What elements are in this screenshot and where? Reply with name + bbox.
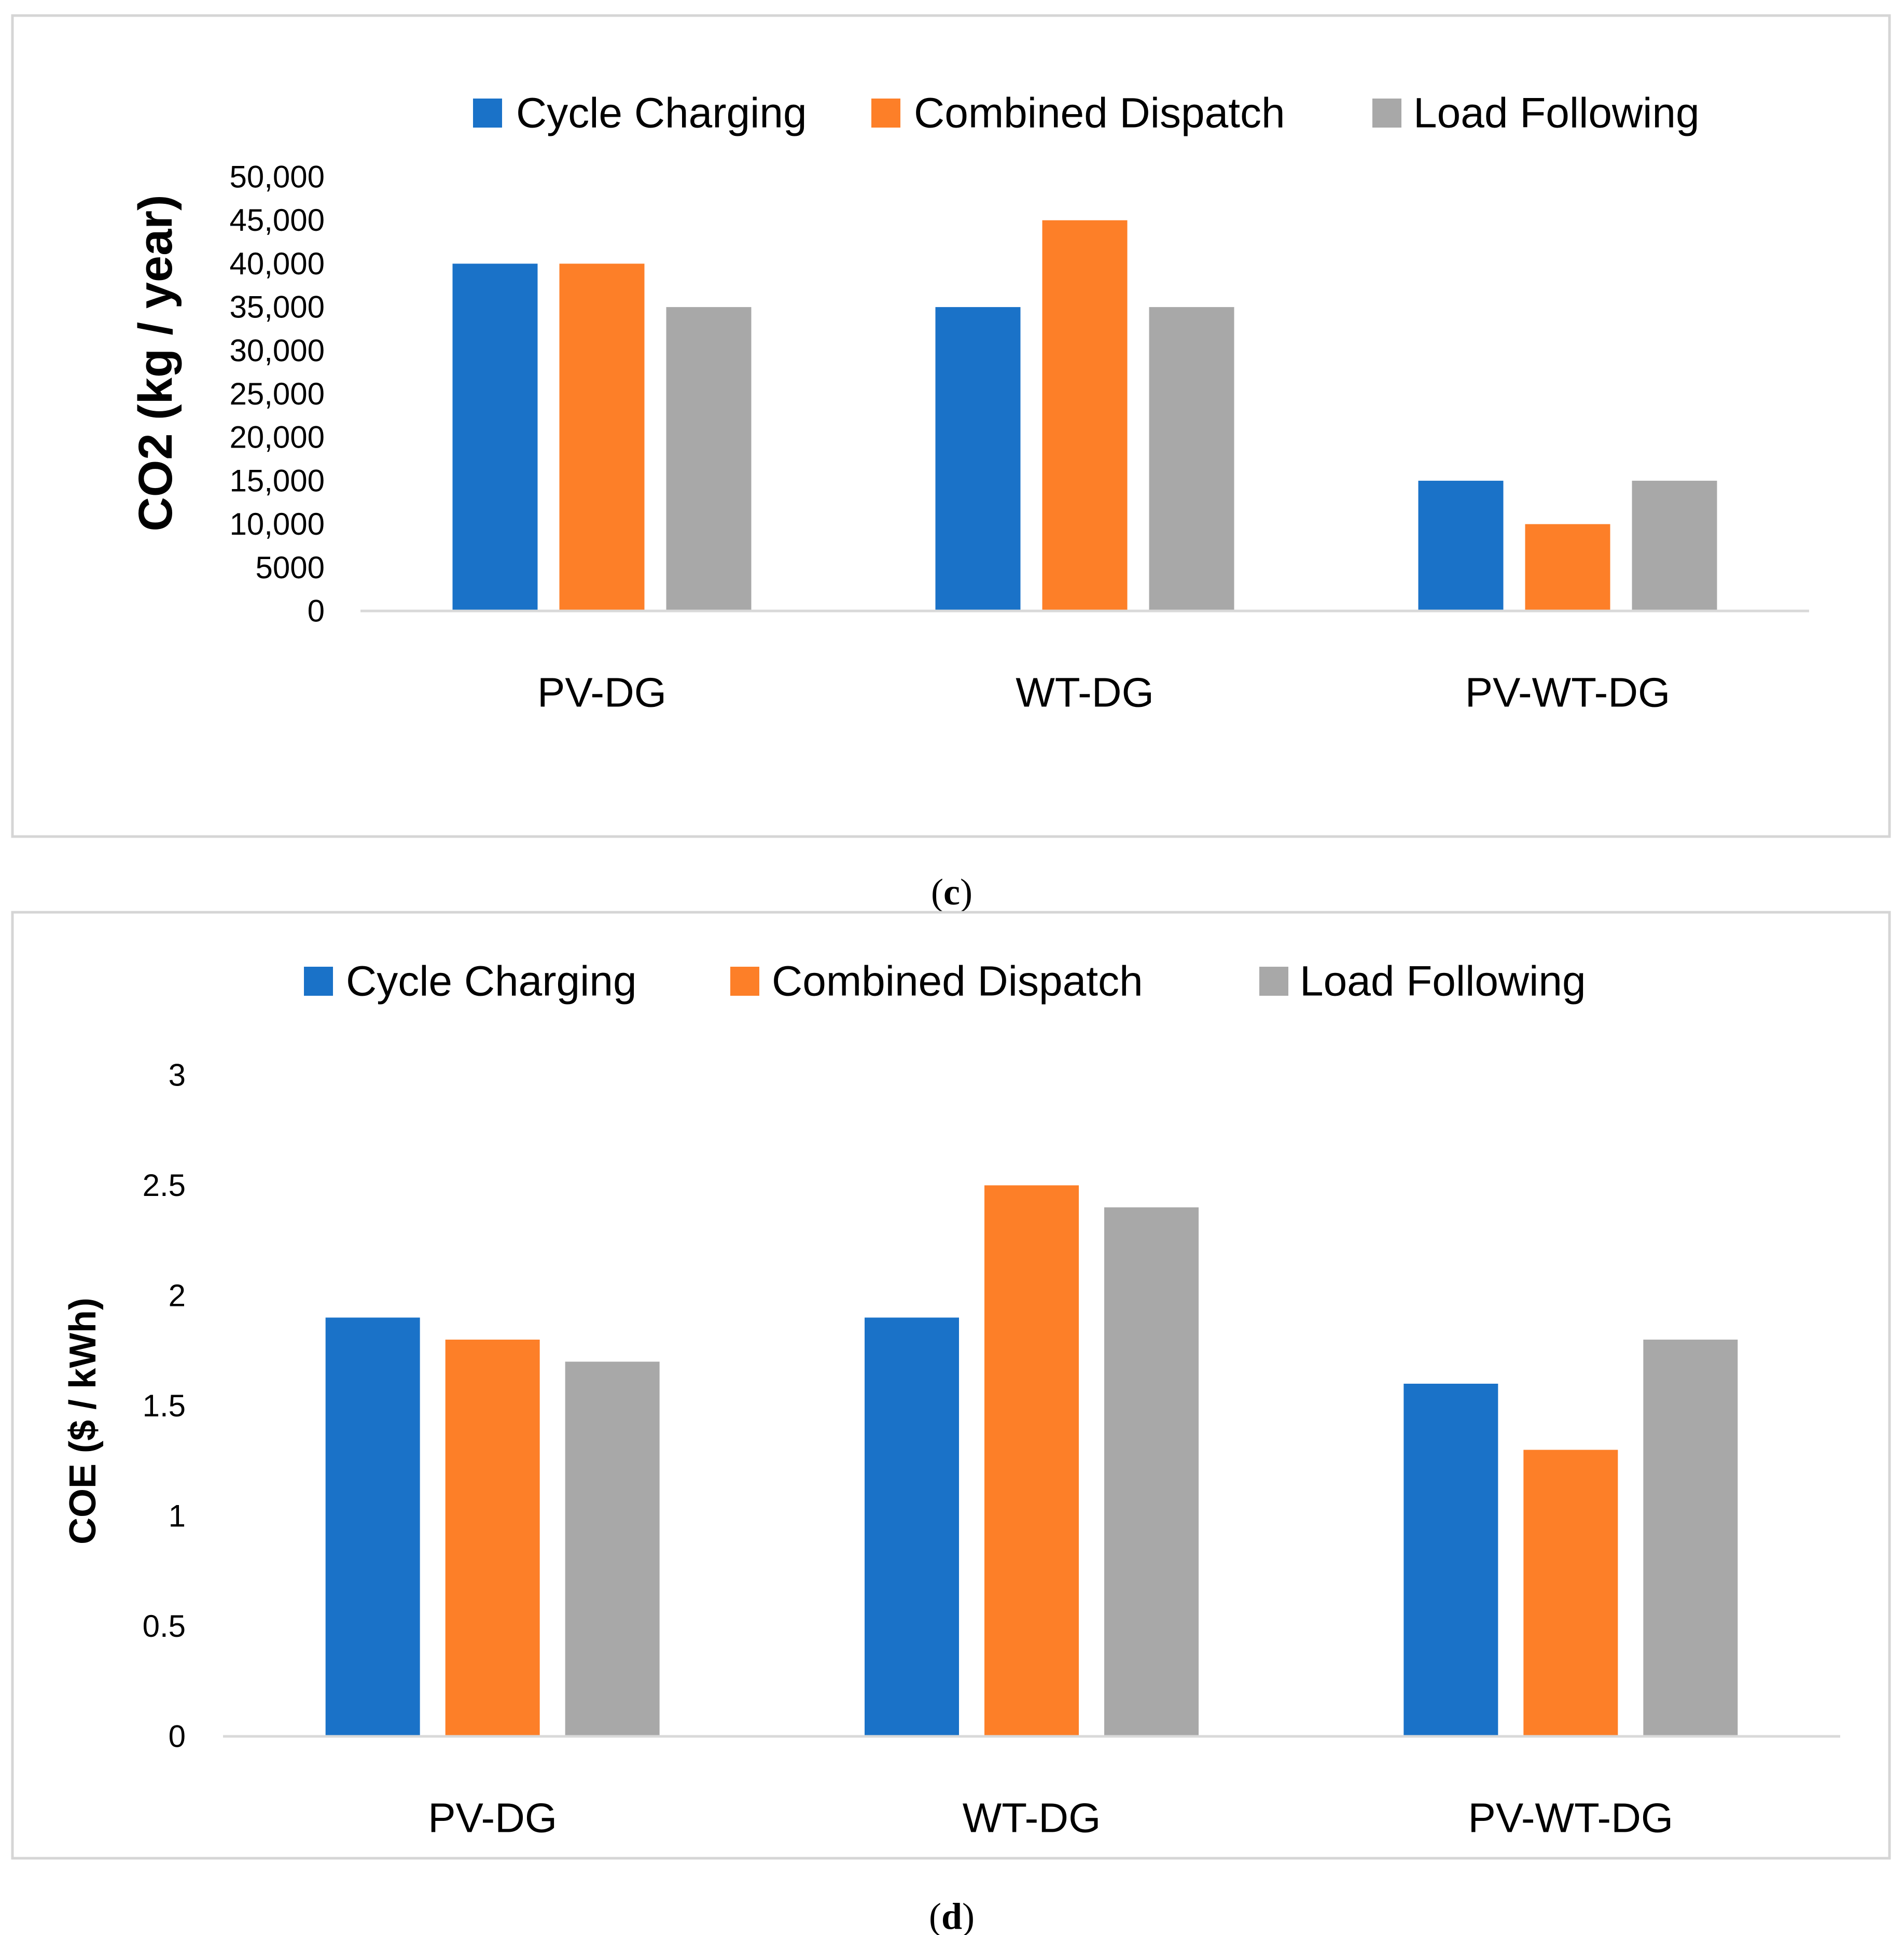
chart-c-caption-letter: c xyxy=(943,871,960,913)
chart-d-y-axis-title: COE ($ / kWh) xyxy=(62,1298,104,1544)
chart-d-category-label: WT-DG xyxy=(963,1795,1101,1841)
chart-d-caption: (d) xyxy=(929,1896,975,1935)
chart-c-y-axis-title: CO2 (kg / year) xyxy=(129,194,182,531)
chart-c-category-label: WT-DG xyxy=(1016,670,1154,716)
chart-d-ytick-label: 2 xyxy=(169,1278,186,1313)
chart-c-ytick-label: 50,000 xyxy=(229,160,325,194)
chart-c-bar xyxy=(1525,524,1610,611)
chart-d-ytick-label: 0 xyxy=(169,1719,186,1754)
chart-c-ytick-label: 25,000 xyxy=(229,377,325,411)
chart-c-ytick-label: 30,000 xyxy=(229,333,325,368)
chart-c-bar xyxy=(935,307,1021,611)
chart-c-caption: (c) xyxy=(931,871,972,913)
chart-c-legend: Cycle Charging Combined Dispatch Load Foll… xyxy=(473,90,1700,137)
chart-d-bar xyxy=(565,1361,660,1736)
chart-d-ytick-label: 2.5 xyxy=(143,1168,186,1203)
chart-c-legend-swatch xyxy=(1372,99,1401,128)
chart-d-legend-label: Combined Dispatch xyxy=(772,958,1143,1005)
chart-d-legend: Cycle Charging Combined Dispatch Load Foll… xyxy=(304,958,1586,1005)
chart-d-bar xyxy=(984,1185,1079,1736)
chart-c-legend-label: Cycle Charging xyxy=(516,90,807,137)
chart-d-legend-label: Load Following xyxy=(1300,958,1586,1005)
chart-d-bar xyxy=(1104,1207,1199,1736)
chart-d: 0 0.5 1 1.5 2 2.5 3 COE ($ / kWh) PV-DG WT-DG PV-W… xyxy=(11,911,1891,1860)
chart-d-bar xyxy=(1523,1450,1618,1736)
chart-d-ytick-label: 1 xyxy=(169,1499,186,1534)
chart-d-caption-close: ) xyxy=(962,1896,975,1935)
chart-d-bar xyxy=(1403,1384,1498,1736)
chart-d-ytick-label: 3 xyxy=(169,1058,186,1093)
chart-c-category-label: PV-WT-DG xyxy=(1465,670,1671,716)
chart-d-caption-letter: d xyxy=(941,1896,962,1935)
chart-d-legend-label: Cycle Charging xyxy=(346,958,637,1005)
chart-c-ytick-label: 40,000 xyxy=(229,246,325,281)
chart-c-bar xyxy=(452,263,538,611)
chart-c-ytick-label: 45,000 xyxy=(229,203,325,238)
chart-d-ytick-label: 1.5 xyxy=(143,1388,186,1423)
chart-c-ytick-label: 20,000 xyxy=(229,420,325,455)
chart-c-ytick-label: 10,000 xyxy=(229,507,325,541)
chart-d-category-label: PV-DG xyxy=(428,1795,557,1841)
chart-c-legend-swatch xyxy=(871,99,900,128)
chart-d-category-label: PV-WT-DG xyxy=(1468,1795,1674,1841)
chart-c-ytick-label: 0 xyxy=(308,594,325,629)
chart-c-legend-label: Combined Dispatch xyxy=(914,90,1285,137)
chart-c-bar xyxy=(1632,480,1717,611)
chart-d-bar xyxy=(865,1317,959,1736)
chart-d-legend-swatch xyxy=(1259,967,1288,996)
chart-c-legend-swatch xyxy=(473,99,502,128)
chart-c: 0 5000 10,000 15,000 20,000 25,000 30,000 35,00… xyxy=(11,14,1891,838)
chart-d-ytick-label: 0.5 xyxy=(143,1609,186,1644)
chart-d-bar xyxy=(1643,1340,1738,1736)
chart-c-bar xyxy=(559,263,645,611)
chart-c-bar xyxy=(666,307,752,611)
chart-d-bar xyxy=(445,1340,540,1736)
chart-d-legend-swatch xyxy=(730,967,759,996)
chart-d-bar xyxy=(325,1317,420,1736)
chart-c-bar xyxy=(1042,220,1128,611)
chart-c-bar xyxy=(1149,307,1234,611)
chart-c-caption-close: ) xyxy=(960,871,972,913)
chart-c-caption-open: ( xyxy=(931,871,943,913)
chart-c-ytick-label: 35,000 xyxy=(229,290,325,325)
chart-c-category-label: PV-DG xyxy=(537,670,666,716)
chart-c-ytick-label: 15,000 xyxy=(229,463,325,498)
chart-c-ytick-label: 5000 xyxy=(256,550,325,585)
chart-d-legend-swatch xyxy=(304,967,333,996)
chart-d-caption-open: ( xyxy=(929,1896,941,1935)
chart-c-bar xyxy=(1418,480,1504,611)
chart-c-legend-label: Load Following xyxy=(1413,90,1700,137)
